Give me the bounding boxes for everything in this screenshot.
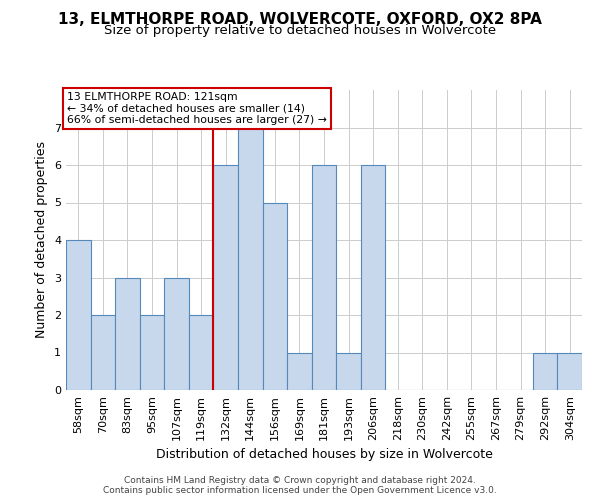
Text: Contains HM Land Registry data © Crown copyright and database right 2024.
Contai: Contains HM Land Registry data © Crown c… — [103, 476, 497, 495]
Bar — [238, 128, 263, 390]
Bar — [312, 165, 336, 390]
Bar — [115, 278, 140, 390]
Bar — [361, 165, 385, 390]
Y-axis label: Number of detached properties: Number of detached properties — [35, 142, 49, 338]
Bar — [214, 165, 238, 390]
Bar — [336, 352, 361, 390]
Bar — [66, 240, 91, 390]
Bar — [263, 202, 287, 390]
Text: 13, ELMTHORPE ROAD, WOLVERCOTE, OXFORD, OX2 8PA: 13, ELMTHORPE ROAD, WOLVERCOTE, OXFORD, … — [58, 12, 542, 28]
Text: 13 ELMTHORPE ROAD: 121sqm
← 34% of detached houses are smaller (14)
66% of semi-: 13 ELMTHORPE ROAD: 121sqm ← 34% of detac… — [67, 92, 327, 125]
Bar — [533, 352, 557, 390]
Bar — [91, 315, 115, 390]
Bar — [287, 352, 312, 390]
X-axis label: Distribution of detached houses by size in Wolvercote: Distribution of detached houses by size … — [155, 448, 493, 462]
Bar — [189, 315, 214, 390]
Bar — [140, 315, 164, 390]
Bar — [164, 278, 189, 390]
Bar — [557, 352, 582, 390]
Text: Size of property relative to detached houses in Wolvercote: Size of property relative to detached ho… — [104, 24, 496, 37]
